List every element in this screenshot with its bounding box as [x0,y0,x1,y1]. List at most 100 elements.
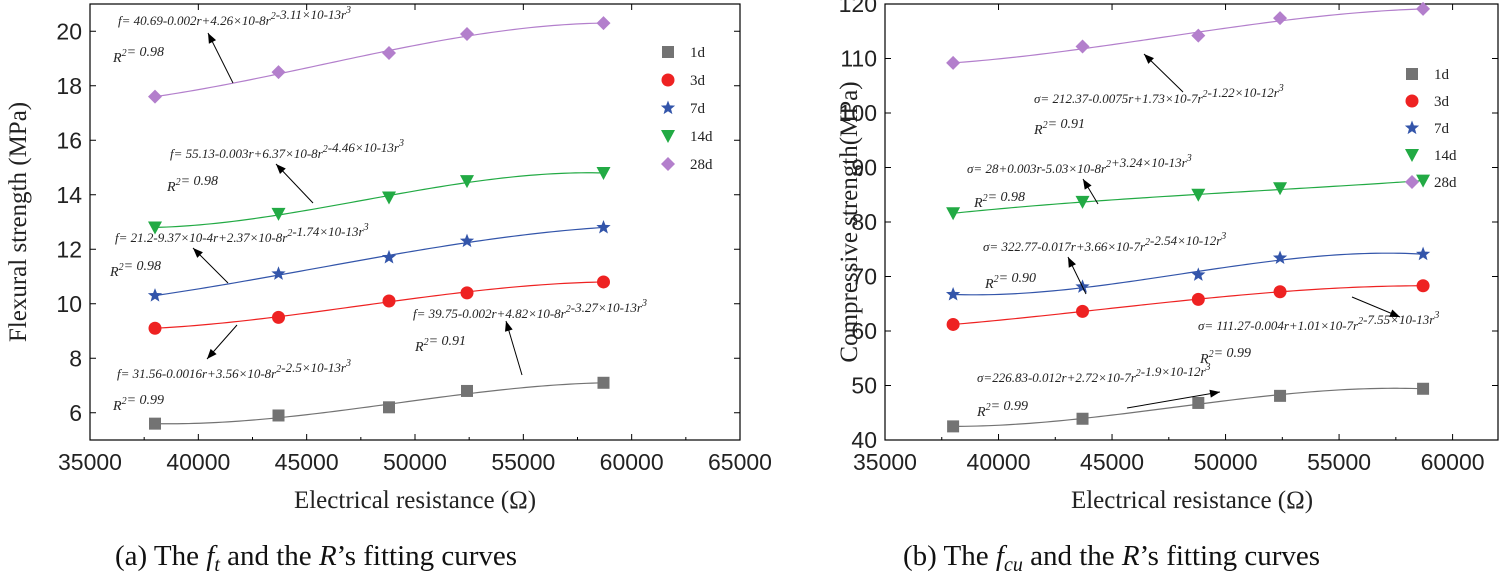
y-tick-label: 50 [851,373,877,399]
series-14d [946,174,1431,221]
arrow-1d-head [505,321,513,332]
data-point-7d [459,233,475,248]
data-point-1d [597,376,610,389]
equation-28d: σ= 212.37-0.0075r+1.73×10-7r2-1.22×10-12… [1034,83,1284,106]
x-tick-label: 50000 [383,449,447,475]
equation-1d: f= 39.75-0.002r+4.82×10-8r2-3.27×10-13r3 [413,298,647,321]
fit-curve-28d [953,8,1424,64]
data-point-14d [460,175,474,189]
arrow-1d-line [1126,391,1221,409]
legend-label-7d: 7d [690,101,706,117]
y-axis-title: Compressive strength(MPa) [836,81,863,362]
data-point-14d [271,207,286,221]
arrow-28d-head [1144,54,1154,64]
y-tick-label: 14 [56,182,82,208]
equation-14d: f= 55.13-0.003r+6.37×10-8r2-4.46×10-13r3 [170,138,404,161]
data-point-1d [461,384,473,397]
y-tick-label: 20 [56,18,82,44]
data-point-7d [1415,246,1431,261]
data-point-28d [148,89,162,104]
x-tick-label: 35000 [853,449,917,475]
data-point-28d [1416,1,1431,16]
fit-curve-1d [154,382,604,425]
y-tick-label: 100 [839,100,877,126]
caption-a: (a) The ft and the R’s fitting curves [115,540,517,576]
fit-curve-1d [953,387,1424,427]
data-point-3d [946,317,960,331]
legend-marker-3d [1405,94,1419,108]
data-point-3d [1416,279,1430,293]
equation-3d: σ= 111.27-0.004r+1.01×10-7r2-7.55×10-13r… [1198,310,1439,333]
legend-marker-14d [661,130,675,143]
equation-3d: f= 31.56-0.0016r+3.56×10-8r2-2.5×10-13r3 [117,358,351,381]
data-point-28d [1273,11,1288,26]
data-point-7d [1272,250,1288,265]
y-tick-label: 18 [56,73,82,99]
data-point-7d [945,286,961,301]
fit-curve-14d [953,179,1424,214]
data-point-3d [148,321,162,335]
data-point-3d [1191,292,1205,306]
x-tick-label: 60000 [1421,449,1485,475]
r2-7d: R2= 0.98 [109,259,161,280]
equation-28d: f= 40.69-0.002r+4.26×10-8r2-3.11×10-13r3 [118,5,351,28]
arrow-3d-head [1389,309,1400,317]
r2-14d: R2= 0.98 [166,174,218,195]
panel-a: 35000 40000 45000 50000 55000 60000 65000 6 8 10 1… [5,3,772,576]
equation-1d: σ=226.83-0.012r+2.72×10-7r2-1.9×10-12r3 [977,362,1211,385]
series-3d [946,279,1430,331]
x-tick-label: 35000 [58,449,122,475]
data-point-7d [271,266,286,280]
fit-curve-7d [154,226,604,297]
data-point-28d [1191,28,1206,43]
r2-3d: R2= 0.99 [112,393,164,414]
data-point-1d [1192,396,1205,409]
data-point-14d [946,207,961,221]
data-point-14d [596,166,611,180]
data-point-7d [147,288,163,302]
y-tick-label: 60 [851,318,877,344]
y-tick-label: 70 [851,264,877,290]
data-point-3d [597,275,610,289]
data-point-3d [1273,285,1287,299]
data-point-1d [1076,412,1089,425]
legend-label-28d: 28d [690,157,713,173]
x-axis-title: Electrical resistance (Ω) [1071,487,1313,514]
data-point-3d [382,294,396,308]
y-tick-label: 90 [851,155,877,181]
y-tick-label: 80 [851,209,877,235]
legend-marker-7d [660,100,676,115]
fit-curve-3d [154,281,604,329]
series-1d [947,382,1430,433]
arrow-14d-head [276,164,286,175]
data-point-7d [1191,267,1206,281]
y-tick-label: 6 [69,400,82,426]
legend-marker-28d [661,157,675,171]
y-tick-label: 110 [840,46,877,72]
data-point-7d [381,249,397,264]
arrow-28d-head [208,33,217,44]
fit-curve-3d [953,285,1424,326]
data-point-3d [460,286,474,300]
data-point-14d [382,191,396,205]
legend-label-3d: 3d [1434,94,1450,110]
r2-1d: R2= 0.99 [976,399,1028,420]
x-tick-label: 45000 [1080,449,1144,475]
x-tick-label: 55000 [491,449,555,475]
data-point-14d [1191,188,1206,202]
x-tick-label: 45000 [275,449,339,475]
series-28d [946,1,1431,70]
series-1d [149,376,610,430]
fit-curve-14d [154,172,604,229]
legend-label-3d: 3d [690,73,706,89]
data-point-28d [382,46,396,61]
data-point-28d [1075,39,1090,54]
series-14d [148,166,611,235]
r2-28d: R2= 0.91 [1033,117,1085,138]
x-tick-label: 65000 [708,449,772,475]
x-tick-label: 40000 [967,449,1031,475]
data-point-1d [272,409,285,422]
data-point-28d [460,26,474,41]
